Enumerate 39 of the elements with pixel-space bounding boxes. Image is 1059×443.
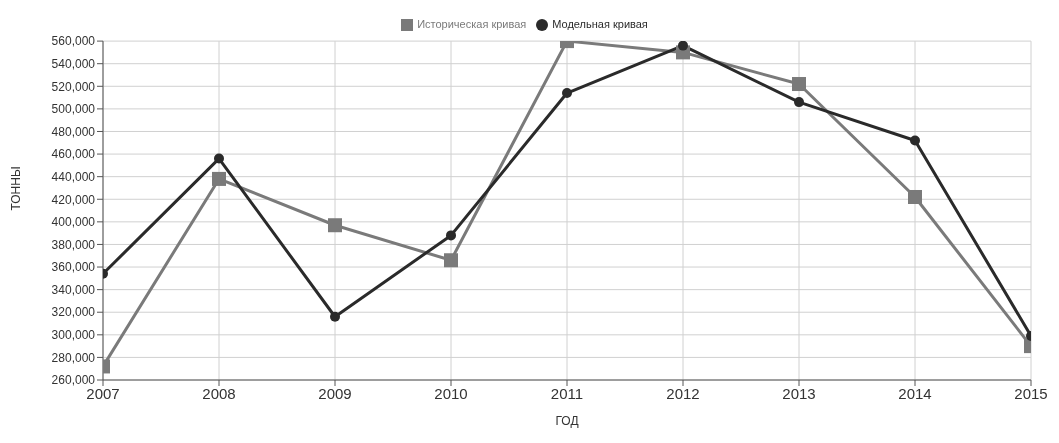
y-tick-label: 340,000 — [51, 282, 96, 297]
y-tick-label: 500,000 — [51, 102, 96, 117]
x-tick-label: 2013 — [782, 384, 816, 402]
point — [446, 230, 456, 241]
y-tick-label: 300,000 — [51, 328, 96, 343]
x-tick-label: 2010 — [434, 384, 468, 402]
y-tick-label: 440,000 — [51, 169, 96, 184]
y-tick-label: 480,000 — [51, 124, 96, 139]
point — [908, 189, 922, 204]
x-tick-label: 2011 — [550, 384, 584, 402]
x-tick-label: 2008 — [202, 384, 236, 402]
legend-label: Модельная кривая — [552, 18, 648, 30]
x-tick-label: 2012 — [666, 384, 700, 402]
point — [910, 135, 920, 146]
point — [214, 153, 224, 164]
point — [562, 88, 572, 99]
x-axis-title: ГОД — [555, 414, 579, 428]
point — [794, 97, 804, 108]
point — [678, 41, 688, 51]
y-tick-label: 380,000 — [51, 237, 96, 252]
point — [444, 253, 458, 268]
y-tick-label: 420,000 — [51, 192, 96, 207]
y-tick-label: 560,000 — [51, 34, 96, 49]
y-tick-label: 280,000 — [51, 350, 96, 365]
x-tick-label: 2014 — [898, 384, 932, 402]
y-tick-label: 400,000 — [51, 215, 96, 230]
y-tick-label: 360,000 — [51, 260, 96, 275]
point — [328, 218, 342, 233]
y-tick-label: 320,000 — [51, 305, 96, 320]
legend-label: Историческая кривая — [417, 18, 527, 30]
x-tick-label: 2009 — [318, 384, 352, 402]
y-tick-label: 540,000 — [51, 56, 96, 71]
point — [212, 171, 226, 186]
y-tick-label: 520,000 — [51, 79, 96, 94]
point — [792, 77, 806, 92]
point — [330, 311, 340, 322]
y-axis-title: ТОННЫ — [9, 166, 24, 211]
x-tick-label: 2015 — [1014, 384, 1048, 402]
y-tick-label: 460,000 — [51, 147, 96, 162]
